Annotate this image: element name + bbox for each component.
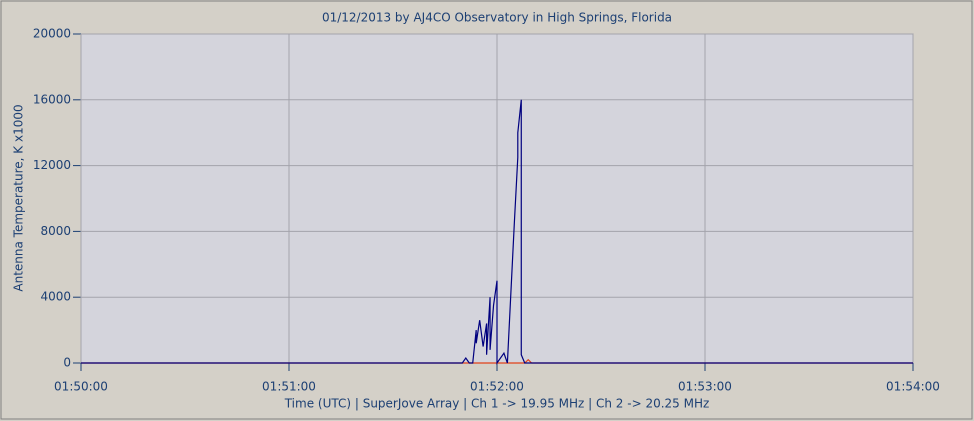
y-tick-label: 20000 xyxy=(33,27,71,41)
y-axis-label: Antenna Temperature, K x1000 xyxy=(12,104,26,291)
y-tick-label: 8000 xyxy=(40,224,71,238)
x-tick-label: 01:54:00 xyxy=(886,380,940,394)
x-tick-label: 01:50:00 xyxy=(54,380,108,394)
x-tick-label: 01:53:00 xyxy=(678,380,732,394)
y-tick-label: 16000 xyxy=(33,92,71,106)
y-tick-label: 0 xyxy=(63,356,71,370)
series-line xyxy=(81,99,913,365)
x-tick-label: 01:51:00 xyxy=(262,380,316,394)
chart-title: 01/12/2013 by AJ4CO Observatory in High … xyxy=(322,11,672,25)
y-tick-label: 12000 xyxy=(33,158,71,172)
y-tick-label: 4000 xyxy=(40,290,71,304)
x-tick-label: 01:52:00 xyxy=(470,380,524,394)
x-axis-label: Time (UTC) | SuperJove Array | Ch 1 -> 1… xyxy=(284,397,710,411)
